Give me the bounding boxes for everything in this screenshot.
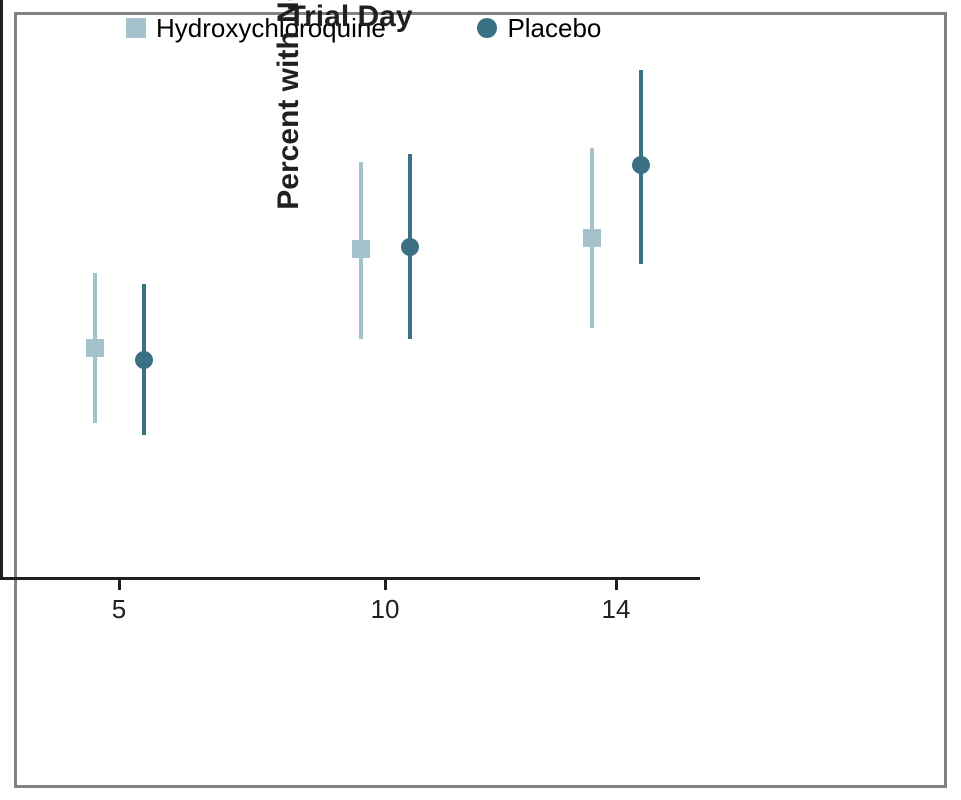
chart-outer: 0510152051014HydroxychloroquinePlacebo P… xyxy=(0,0,961,800)
x-tick xyxy=(118,580,121,590)
data-marker xyxy=(352,240,370,258)
y-axis-label: Percent with New Covid-19 xyxy=(272,0,308,308)
x-tick-label: 10 xyxy=(345,594,425,625)
x-axis-label: Trial Day xyxy=(0,0,700,34)
x-tick xyxy=(384,580,387,590)
data-marker xyxy=(86,339,104,357)
x-axis xyxy=(0,577,700,580)
x-tick xyxy=(615,580,618,590)
data-marker xyxy=(401,238,419,256)
data-marker xyxy=(583,229,601,247)
x-tick-label: 14 xyxy=(576,594,656,625)
data-marker xyxy=(135,351,153,369)
y-axis xyxy=(0,0,3,580)
plot-area: 0510152051014HydroxychloroquinePlacebo xyxy=(0,0,700,580)
data-marker xyxy=(632,156,650,174)
x-tick-label: 5 xyxy=(79,594,159,625)
